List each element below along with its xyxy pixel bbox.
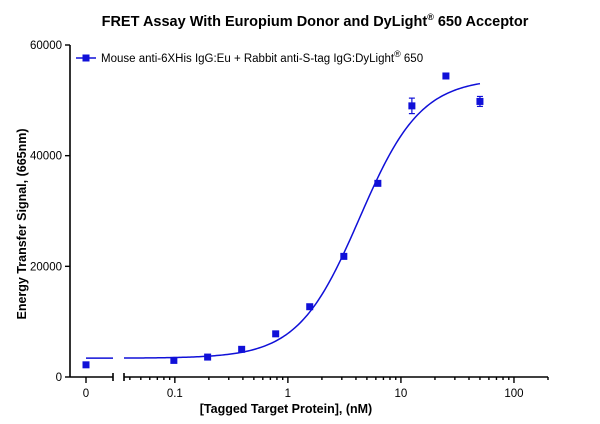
legend: Mouse anti-6XHis IgG:Eu + Rabbit anti-S-…	[76, 49, 423, 65]
chart-title-main: FRET Assay With Europium Donor and DyLig…	[102, 14, 428, 30]
data-point	[476, 97, 484, 105]
chart-title: FRET Assay With Europium Donor and DyLig…	[102, 12, 529, 30]
x-tick-label: 10	[395, 388, 408, 400]
x-tick-label: 100	[504, 388, 523, 400]
x-ticks: 0 0.1 1 10 100	[83, 377, 549, 400]
fit-curve	[123, 82, 481, 359]
chart-title-sup: ®	[427, 12, 434, 22]
data-points-layer	[82, 72, 484, 369]
legend-label: Mouse anti-6XHis IgG:Eu + Rabbit anti-S-…	[101, 49, 423, 65]
y-tick-label: 40000	[30, 151, 62, 163]
data-point	[340, 252, 348, 260]
x-axis-label: [Tagged Target Protein], (nM)	[200, 402, 372, 416]
data-point	[408, 102, 416, 110]
data-point	[272, 330, 280, 338]
data-point	[442, 72, 450, 80]
legend-marker	[82, 54, 90, 62]
chart-title-tail: 650 Acceptor	[434, 14, 529, 30]
x-tick-label: 0.1	[167, 388, 183, 400]
data-point	[306, 303, 314, 311]
y-axis-label: Energy Transfer Signal, (665nm)	[15, 128, 29, 319]
legend-label-tail: 650	[401, 53, 423, 65]
legend-label-main: Mouse anti-6XHis IgG:Eu + Rabbit anti-S-…	[101, 53, 395, 65]
fit-curve-layer	[86, 82, 481, 359]
data-point	[204, 353, 212, 361]
y-tick-label: 60000	[30, 40, 62, 52]
data-point	[238, 345, 246, 353]
y-tick-label: 0	[56, 372, 62, 384]
y-tick-label: 20000	[30, 261, 62, 273]
data-point	[374, 179, 382, 187]
x-tick-label: 1	[285, 388, 291, 400]
data-point	[170, 356, 178, 364]
y-ticks: 0 20000 40000 60000	[30, 40, 70, 384]
data-point	[82, 361, 90, 369]
x-tick-label: 0	[83, 388, 89, 400]
axes	[69, 45, 548, 381]
legend-label-sup: ®	[394, 49, 401, 59]
